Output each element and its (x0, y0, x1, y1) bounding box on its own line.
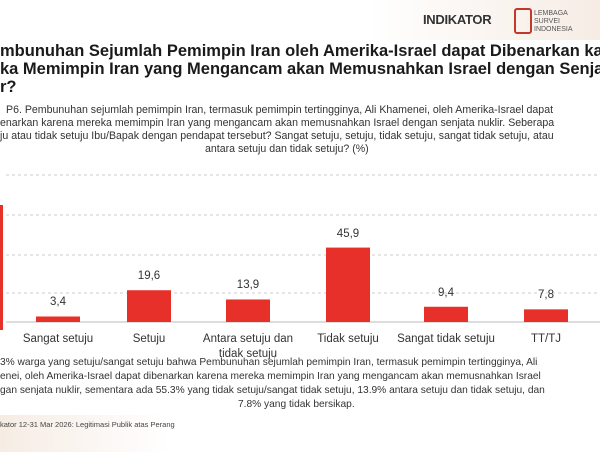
footnote-line: enei, oleh Amerika-Israel dapat dibenark… (0, 371, 541, 382)
question-line: enarkan karena mereka memimpin Iran yang… (0, 117, 555, 129)
bar (226, 299, 270, 322)
value-label: 3,4 (50, 296, 66, 309)
logo-lsi: LEMBAGA SURVEI INDONESIA (534, 10, 573, 33)
value-label: 19,6 (137, 270, 161, 283)
bar (36, 316, 80, 322)
bar (326, 247, 370, 322)
logo-lsi-mark (514, 8, 532, 34)
accent-bar (0, 205, 3, 330)
value-label: 9,4 (438, 286, 454, 299)
value-label: 13,9 (236, 279, 260, 292)
x-tick-label: Antara setuju dan tidak setuju (202, 333, 294, 360)
footnote-line: gan senjata nuklir, sementara ada 55.3% … (0, 385, 545, 396)
bar (524, 309, 568, 322)
question-line: antara setuju dan tidak setuju? (%) (205, 143, 369, 155)
title-line: ka Memimpin Iran yang Mengancam akan Mem… (0, 60, 600, 78)
x-tick-label: Setuju (132, 333, 166, 345)
source: kator 12-31 Mar 2026: Legitimasi Publik … (0, 420, 175, 429)
value-label: 7,8 (538, 289, 554, 302)
question-line: ju atau tidak setuju Ibu/Bapak dengan pe… (0, 130, 554, 142)
bar (127, 290, 171, 322)
footnote-line: 7.8% yang tidak bersikap. (238, 399, 355, 410)
footnote-line: 3% warga yang setuju/sangat setuju bahwa… (0, 357, 538, 368)
title-line: mbunuhan Sejumlah Pemimpin Iran oleh Ame… (0, 42, 600, 60)
logo-indikator: INDIKATOR (423, 12, 492, 27)
title-line: r? (0, 78, 17, 96)
x-tick-label: Sangat tidak setuju (397, 333, 495, 345)
header-band (370, 0, 600, 40)
question-line: P6. Pembunuhan sejumlah pemimpin Iran, t… (6, 104, 554, 116)
value-label: 45,9 (336, 227, 360, 240)
bar (424, 306, 468, 322)
x-tick-label: Tidak setuju (317, 333, 379, 345)
x-tick-label: TT/TJ (530, 333, 562, 345)
x-tick-label: Sangat setuju (22, 333, 94, 345)
